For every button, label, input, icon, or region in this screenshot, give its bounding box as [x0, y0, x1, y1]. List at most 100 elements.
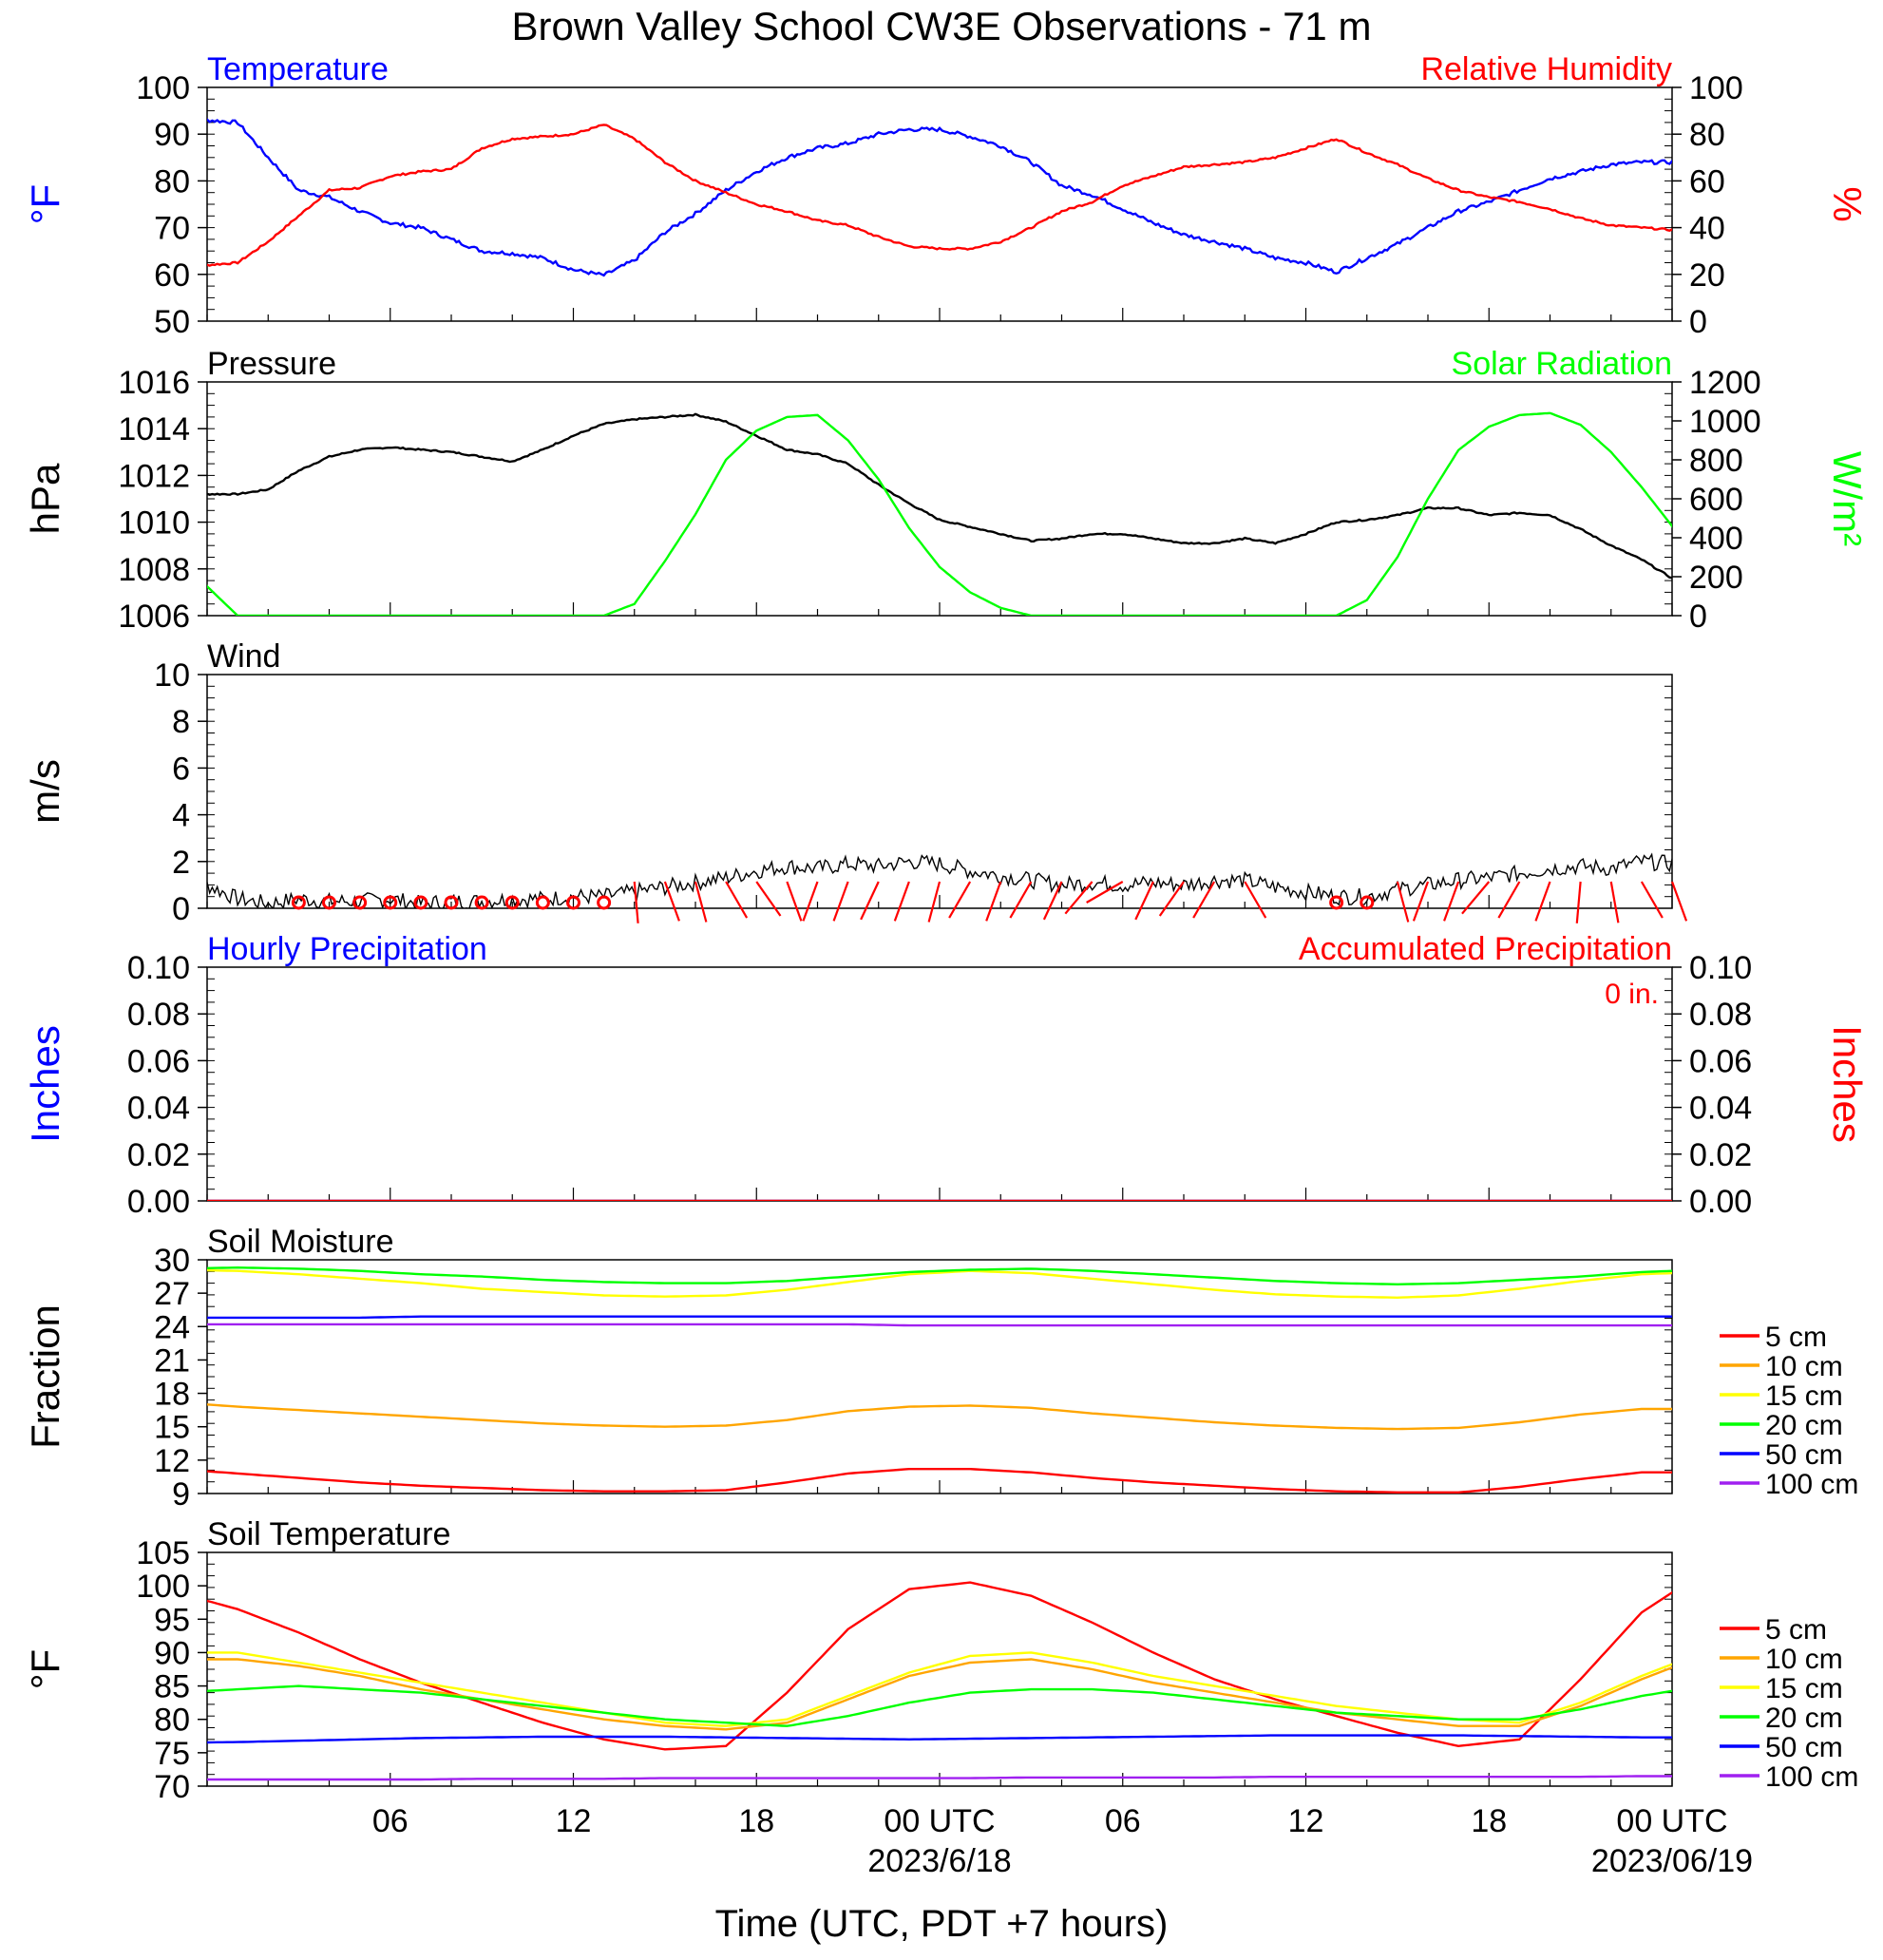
precipitation-annotation: 0 in.	[1605, 979, 1659, 1010]
pressure-solar-left-tick-label: 1012	[118, 458, 190, 494]
pressure-solar-right-tick-label: 800	[1689, 443, 1743, 479]
wind-left-tick-label: 10	[154, 657, 190, 694]
legend-label: 15 cm	[1765, 1380, 1843, 1412]
soil-temperature-left-tick-label: 95	[154, 1602, 190, 1638]
precipitation-left-tick-label: 0.04	[127, 1091, 190, 1127]
soil-moisture-left-tick-label: 24	[154, 1309, 190, 1345]
wind-direction-barb	[927, 881, 942, 923]
series-5-cm	[207, 1581, 1672, 1751]
wind-direction-barb	[1412, 881, 1430, 922]
legend-label: 20 cm	[1765, 1703, 1843, 1734]
wind-left-tick-label: 2	[172, 845, 190, 881]
soil-moisture-left-tick-label: 18	[154, 1377, 190, 1413]
wind-direction-barb	[786, 881, 803, 922]
soil-moisture-left-tick-label: 21	[154, 1342, 190, 1379]
wind-left-axis-label: m/s	[23, 759, 67, 824]
wind-calm-marker	[566, 895, 580, 910]
pressure-solar-right-tick-label: 200	[1689, 560, 1743, 596]
series-10-cm	[207, 1658, 1672, 1731]
pressure-solar-left-tick-label: 1014	[118, 411, 190, 447]
wind-direction-barb	[1042, 881, 1063, 921]
pressure-solar-right-title: Solar Radiation	[1452, 346, 1672, 382]
wind-calm-marker	[383, 895, 398, 910]
pressure-solar-right-tick-label: 600	[1689, 482, 1743, 518]
wind-left-tick-label: 4	[172, 798, 190, 834]
temperature-humidity-right-tick-label: 20	[1689, 257, 1725, 294]
pressure-solar-left-axis-label: hPa	[23, 463, 67, 534]
wind-direction-barb	[694, 881, 708, 923]
x-tick-label: 12	[1288, 1803, 1324, 1839]
wind-direction-barb	[755, 881, 782, 917]
x-date-label: 2023/6/18	[867, 1843, 1011, 1879]
precipitation-right-tick-label: 0.00	[1689, 1184, 1752, 1220]
temperature-humidity-left-tick-label: 80	[154, 163, 190, 200]
wind-direction-barb	[985, 881, 1002, 922]
legend-label: 100 cm	[1765, 1761, 1858, 1793]
wind-direction-barb	[1670, 881, 1688, 922]
x-tick-label: 06	[372, 1803, 409, 1839]
series-15-cm	[207, 1268, 1672, 1300]
temperature-humidity-left-title: Temperature	[207, 51, 389, 87]
pressure-solar-left-tick-label: 1010	[118, 505, 190, 542]
soil-moisture-left-tick-label: 15	[154, 1410, 190, 1446]
wind-direction-barb	[1497, 881, 1521, 919]
soil-moisture-left-tick-label: 27	[154, 1276, 190, 1312]
wind-calm-marker	[504, 895, 520, 910]
soil-moisture-left-title: Soil Moisture	[207, 1224, 394, 1260]
pressure-solar-left-tick-label: 1006	[118, 599, 190, 635]
wind-direction-barb	[948, 881, 972, 919]
soil-moisture-left-tick-label: 30	[154, 1243, 190, 1279]
temperature-humidity-right-tick-label: 100	[1689, 70, 1743, 106]
soil-temperature-left-tick-label: 100	[136, 1569, 190, 1605]
series-5-cm	[207, 1468, 1672, 1494]
x-tick-label: 00 UTC	[1616, 1803, 1727, 1839]
wind-direction-barb	[1575, 881, 1582, 923]
wind-left-tick-label: 8	[172, 704, 190, 740]
temperature-humidity-left-tick-label: 70	[154, 211, 190, 247]
precipitation-left-tick-label: 0.06	[127, 1043, 190, 1079]
series-50-cm	[207, 1315, 1672, 1320]
figure-title: Brown Valley School CW3E Observations - …	[512, 4, 1372, 48]
legend-label: 5 cm	[1765, 1614, 1827, 1646]
legend-label: 15 cm	[1765, 1673, 1843, 1704]
series-relative-humidity	[207, 124, 1672, 267]
wind-direction-barb	[1064, 881, 1094, 915]
wind-calm-marker	[352, 895, 368, 910]
series-20-cm	[207, 1265, 1672, 1286]
wind-direction-barb	[663, 881, 680, 922]
wind-left-tick-label: 0	[172, 891, 190, 927]
legend-label: 50 cm	[1765, 1439, 1843, 1471]
soil-temperature-left-title: Soil Temperature	[207, 1516, 450, 1552]
wind-direction-barb	[1158, 881, 1185, 917]
wind-calm-marker	[291, 895, 306, 910]
pressure-solar-right-tick-label: 0	[1689, 599, 1707, 635]
wind-direction-barb	[832, 881, 849, 922]
precipitation-left-axis-label: Inches	[23, 1025, 67, 1143]
legend-label: 10 cm	[1765, 1644, 1843, 1675]
precipitation-left-tick-label: 0.08	[127, 997, 190, 1033]
series-solar-radiation	[207, 411, 1672, 616]
wind-direction-barb	[860, 881, 880, 921]
wind-direction-barb	[1244, 881, 1267, 919]
temperature-humidity-right-tick-label: 60	[1689, 163, 1725, 200]
precipitation-left-title: Hourly Precipitation	[207, 931, 487, 967]
series-pressure	[207, 412, 1672, 580]
precipitation-right-tick-label: 0.04	[1689, 1091, 1752, 1127]
wind-calm-marker	[444, 895, 459, 910]
wind-direction-barb	[1009, 881, 1033, 919]
x-tick-label: 18	[738, 1803, 774, 1839]
precipitation-right-tick-label: 0.08	[1689, 997, 1752, 1033]
soil-temperature-left-tick-label: 90	[154, 1635, 190, 1671]
legend-label: 50 cm	[1765, 1732, 1843, 1763]
x-tick-label: 18	[1471, 1803, 1507, 1839]
wind-direction-barb	[1086, 881, 1124, 904]
series-temperature	[207, 118, 1672, 277]
soil-moisture-left-tick-label: 9	[172, 1476, 190, 1513]
legend-label: 5 cm	[1765, 1322, 1827, 1353]
temperature-humidity-right-tick-label: 0	[1689, 304, 1707, 340]
wind-calm-marker	[322, 895, 336, 910]
pressure-solar-right-tick-label: 400	[1689, 521, 1743, 557]
